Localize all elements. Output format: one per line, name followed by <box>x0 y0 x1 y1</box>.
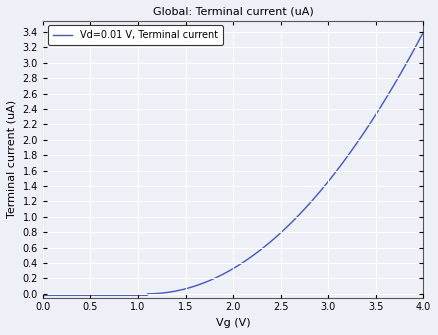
Y-axis label: Terminal current (uA): Terminal current (uA) <box>7 100 17 218</box>
Vd=0.01 V, Terminal current <box>60 293 65 297</box>
Vd=0.01 V, Terminal current <box>215 275 220 279</box>
Vd=0.01 V, Terminal current <box>340 161 345 165</box>
Vd=0.01 V, Terminal current <box>410 51 415 55</box>
Vd=0.01 V, Terminal current <box>410 51 415 55</box>
Title: Global: Terminal current (uA): Global: Terminal current (uA) <box>153 7 314 17</box>
Vd=0.01 V, Terminal current <box>421 30 426 34</box>
Vd=0.01 V, Terminal current <box>40 293 46 297</box>
Vd=0.01 V, Terminal current <box>225 270 230 274</box>
Legend: Vd=0.01 V, Terminal current: Vd=0.01 V, Terminal current <box>48 25 223 45</box>
X-axis label: Vg (V): Vg (V) <box>216 318 251 328</box>
Line: Vd=0.01 V, Terminal current: Vd=0.01 V, Terminal current <box>43 32 424 295</box>
